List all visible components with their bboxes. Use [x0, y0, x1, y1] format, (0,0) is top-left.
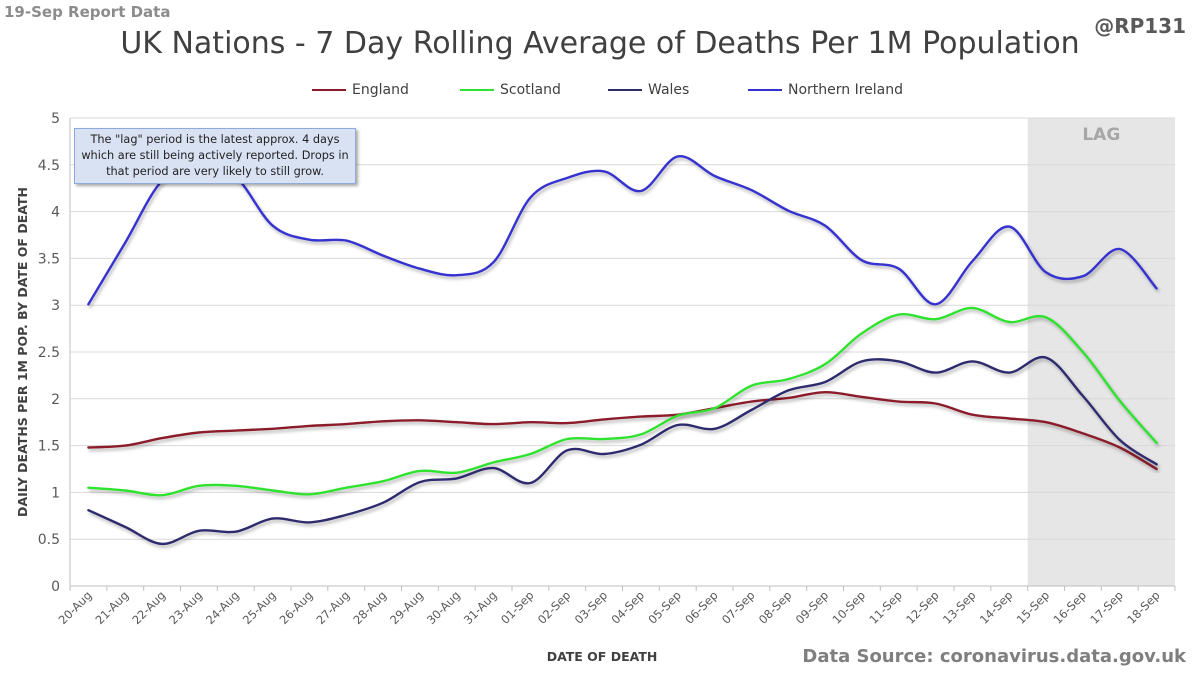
x-tick-label: 13-Sep [940, 588, 979, 627]
legend-item-northern-ireland: Northern Ireland [748, 82, 903, 98]
legend-item-wales: Wales [608, 82, 689, 98]
x-tick-label: 21-Aug [92, 588, 131, 627]
legend-swatch-scotland [460, 89, 494, 91]
legend-label-northern-ireland: Northern Ireland [788, 82, 904, 98]
y-axis-title: DAILY DEATHS PER 1M POP. BY DATE OF DEAT… [15, 187, 30, 517]
x-tick-label: 04-Sep [609, 588, 648, 627]
x-tick-label: 17-Sep [1087, 588, 1126, 627]
series-line-scotland [87, 306, 1158, 497]
x-tick-label: 15-Sep [1014, 588, 1053, 627]
x-tick-label: 18-Sep [1124, 588, 1163, 627]
y-tick-label: 5 [51, 111, 60, 127]
legend-swatch-england [312, 89, 346, 91]
x-tick-label: 11-Sep [866, 588, 905, 627]
x-tick-label: 26-Aug [277, 588, 316, 627]
legend-label-scotland: Scotland [500, 82, 561, 98]
y-tick-label: 4.5 [38, 158, 60, 174]
y-tick-label: 0 [51, 579, 60, 595]
author-handle: @RP131 [1094, 14, 1186, 38]
x-tick-label: 06-Sep [682, 588, 721, 627]
x-tick-label: 08-Sep [756, 588, 795, 627]
series-line-england [87, 390, 1158, 471]
y-tick-label: 2.5 [38, 345, 60, 361]
data-source: Data Source: coronavirus.data.gov.uk [802, 646, 1186, 667]
x-tick-label: 03-Sep [572, 588, 611, 627]
legend-label-england: England [352, 82, 409, 98]
x-tick-label: 01-Sep [498, 588, 537, 627]
x-tick-label: 29-Aug [387, 588, 426, 627]
x-tick-label: 22-Aug [129, 588, 168, 627]
x-tick-label: 30-Aug [424, 588, 463, 627]
chart-legend: England Scotland Wales Northern Ireland [0, 82, 1200, 102]
x-tick-label: 23-Aug [166, 588, 205, 627]
x-tick-label: 07-Sep [719, 588, 758, 627]
x-tick-label: 31-Aug [461, 588, 500, 627]
y-tick-label: 2 [51, 392, 60, 408]
x-tick-label: 12-Sep [903, 588, 942, 627]
x-tick-label: 20-Aug [56, 588, 95, 627]
legend-swatch-wales [608, 89, 642, 91]
lag-note: The "lag" period is the latest approx. 4… [74, 128, 356, 184]
legend-label-wales: Wales [648, 82, 690, 98]
series-line-northern-ireland [87, 155, 1158, 306]
x-tick-label: 09-Sep [793, 588, 832, 627]
legend-swatch-northern-ireland [748, 89, 782, 91]
report-date-label: 19-Sep Report Data [4, 3, 171, 21]
y-tick-label: 1.5 [38, 439, 60, 455]
lag-label: LAG [1082, 125, 1120, 145]
x-tick-label: 27-Aug [313, 588, 352, 627]
x-tick-label: 05-Sep [645, 588, 684, 627]
x-tick-label: 28-Aug [350, 588, 389, 627]
chart-title: UK Nations - 7 Day Rolling Average of De… [120, 26, 1080, 61]
x-tick-label: 14-Sep [977, 588, 1016, 627]
x-tick-label: 16-Sep [1051, 588, 1090, 627]
y-tick-label: 1 [51, 485, 60, 501]
series-line-wales [87, 355, 1158, 546]
y-tick-label: 0.5 [38, 532, 60, 548]
y-tick-label: 3 [51, 298, 60, 314]
x-axis-title: DATE OF DEATH [547, 649, 658, 664]
x-tick-label: 02-Sep [535, 588, 574, 627]
x-tick-label: 25-Aug [240, 588, 279, 627]
legend-item-scotland: Scotland [460, 82, 561, 98]
y-tick-label: 4 [51, 205, 60, 221]
x-tick-label: 10-Sep [830, 588, 869, 627]
legend-item-england: England [312, 82, 409, 98]
y-tick-label: 3.5 [38, 251, 60, 267]
x-tick-label: 24-Aug [203, 588, 242, 627]
